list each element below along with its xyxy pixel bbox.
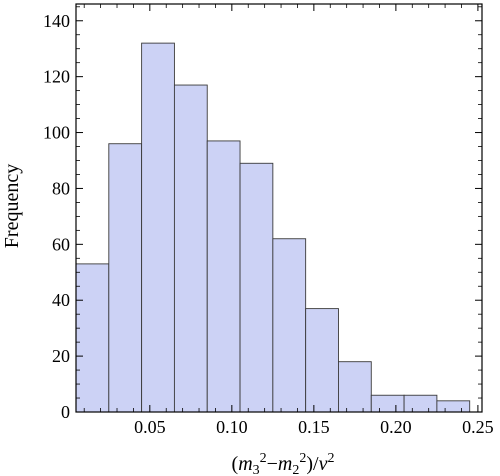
y-axis-label: Frequency xyxy=(1,164,23,248)
x-axis-label-sub3: 3 xyxy=(253,463,260,476)
x-axis-ticks: 0.05 0.10 0.15 0.20 0.25 xyxy=(83,4,494,437)
histogram-bar-9 xyxy=(338,361,372,413)
histogram-bar-8 xyxy=(305,308,339,413)
y-tick-label: 0 xyxy=(61,402,70,422)
histogram-bar-2 xyxy=(108,143,143,413)
histogram-bar-4 xyxy=(173,84,208,413)
x-axis-label-open-paren: ( xyxy=(232,453,239,475)
y-tick-label: 140 xyxy=(43,11,70,31)
x-tick-label: 0.20 xyxy=(380,417,412,437)
x-tick-label: 0.10 xyxy=(216,417,248,437)
y-tick-label: 60 xyxy=(52,234,70,254)
histogram-bar-7 xyxy=(272,238,307,413)
histogram-bar-1 xyxy=(75,263,110,413)
x-axis-label-minus: − xyxy=(267,453,278,475)
x-tick-label: 0.15 xyxy=(298,417,330,437)
histogram-bar-10 xyxy=(370,394,405,413)
x-tick-label: 0.05 xyxy=(134,417,166,437)
x-axis-label-sup2-c: 2 xyxy=(327,451,334,466)
histogram-bar-12 xyxy=(436,400,471,413)
plot-frame xyxy=(75,3,483,413)
histogram-bar-3 xyxy=(141,42,175,413)
y-tick-label: 20 xyxy=(52,346,70,366)
y-tick-label: 80 xyxy=(52,178,70,198)
histogram-bar-11 xyxy=(403,394,438,413)
x-axis-label-m2: m xyxy=(278,453,292,475)
y-tick-label: 100 xyxy=(43,123,70,143)
x-axis-label-m3: m xyxy=(238,453,252,475)
x-axis-label-sup2-b: 2 xyxy=(299,451,306,466)
y-tick-label: 120 xyxy=(43,67,70,87)
x-axis-label-close-paren-slash: )/ xyxy=(306,453,319,475)
y-axis-ticks: 0 20 40 60 80 100 120 140 xyxy=(43,6,482,422)
histogram-bar-5 xyxy=(206,140,241,413)
x-axis-label-sub2: 2 xyxy=(292,463,299,476)
histogram-bar-6 xyxy=(239,162,274,413)
x-axis-label: (m32−m22)/v2 xyxy=(232,451,335,476)
x-axis-label-sup2-a: 2 xyxy=(260,451,267,466)
x-tick-label: 0.25 xyxy=(462,417,494,437)
y-tick-label: 40 xyxy=(52,290,70,310)
x-axis-label-v: v xyxy=(319,453,328,475)
bars-group xyxy=(75,42,471,413)
